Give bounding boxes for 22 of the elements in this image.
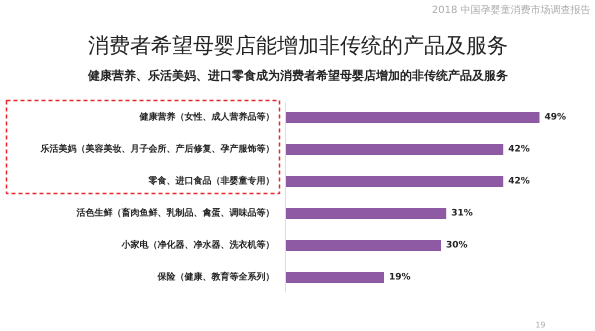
bar bbox=[286, 112, 540, 123]
bar bbox=[286, 240, 442, 251]
bar bbox=[286, 208, 446, 219]
data-label: 42% bbox=[508, 144, 530, 154]
y-tick-label: 健康营养（女性、成人营养品等） bbox=[138, 112, 274, 122]
data-label: 30% bbox=[446, 240, 468, 250]
bar bbox=[286, 176, 504, 187]
bar bbox=[286, 272, 384, 283]
text: 19 bbox=[535, 320, 546, 330]
y-tick-label: 零食、进口食品（非婴童专用） bbox=[148, 176, 274, 186]
bar bbox=[286, 144, 504, 155]
data-label: 31% bbox=[451, 208, 473, 218]
y-tick-label: 保险（健康、教育等全系列） bbox=[156, 270, 274, 282]
data-label: 42% bbox=[508, 176, 530, 186]
text: 2018 中国孕婴童消费市场调查报告 bbox=[432, 4, 591, 16]
data-label: 19% bbox=[388, 272, 411, 282]
data-label: 49% bbox=[544, 112, 566, 122]
y-tick-label: 小家电（净化器、净水器、洗衣机等） bbox=[120, 240, 274, 250]
y-tick-label: 活色生鲜（畜肉鱼鲜、乳制品、禽蛋、调味品等） bbox=[76, 208, 274, 218]
chart-subtitle: 健康营养、乐活美妈、进口零食成为消费者希望母婴店增加的非传统产品及服务 bbox=[87, 68, 508, 82]
chart-title: 消费者希望母婴店能增加非传统的产品及服务 bbox=[88, 34, 508, 58]
y-tick-label: 乐活美妈（美容美妆、月子会所、产后修复、孕产服饰等） bbox=[40, 144, 274, 154]
